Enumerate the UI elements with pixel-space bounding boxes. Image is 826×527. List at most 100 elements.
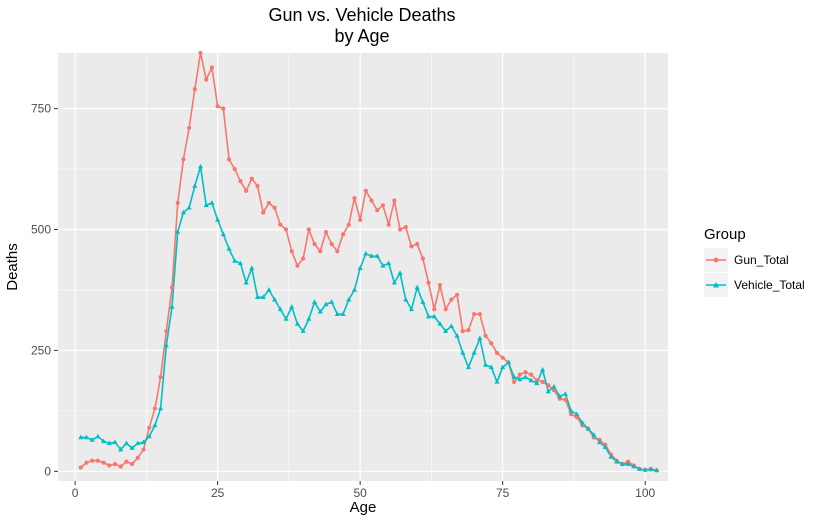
data-point-vehicle-total xyxy=(517,376,523,382)
data-point-gun-total xyxy=(483,333,488,339)
data-point-vehicle-total xyxy=(539,366,546,372)
data-point-gun-total xyxy=(318,249,323,254)
data-point-gun-total xyxy=(152,406,158,411)
data-point-gun-total xyxy=(226,157,232,162)
data-point-vehicle-total xyxy=(545,388,551,394)
data-point-gun-total xyxy=(215,104,220,109)
data-point-gun-total xyxy=(472,312,477,317)
data-point-vehicle-total xyxy=(488,364,494,370)
data-point-vehicle-total xyxy=(631,463,637,469)
data-point-gun-total xyxy=(426,280,431,285)
data-point-gun-total xyxy=(511,379,517,384)
data-point-gun-total xyxy=(563,397,568,402)
data-point-vehicle-total xyxy=(192,183,198,188)
data-point-vehicle-total xyxy=(408,306,415,312)
data-point-gun-total xyxy=(204,77,209,82)
data-point-gun-total xyxy=(500,355,505,360)
data-point-gun-total xyxy=(466,328,471,333)
data-point-gun-total xyxy=(529,372,534,377)
data-point-gun-total xyxy=(449,297,454,302)
data-point-vehicle-total xyxy=(323,301,329,307)
y-tick-label: 0 xyxy=(44,464,51,478)
data-point-vehicle-total xyxy=(146,433,152,439)
data-point-gun-total xyxy=(175,200,180,206)
data-point-vehicle-total xyxy=(266,287,272,292)
data-point-gun-total xyxy=(278,222,283,227)
data-point-vehicle-total xyxy=(283,316,289,321)
data-point-gun-total xyxy=(312,241,317,247)
data-point-gun-total xyxy=(375,208,380,213)
data-point-gun-total xyxy=(198,50,203,56)
data-point-vehicle-total xyxy=(237,260,244,266)
data-point-vehicle-total xyxy=(254,294,261,300)
x-tick-label: 100 xyxy=(635,486,655,500)
data-point-gun-total xyxy=(283,227,289,232)
y-axis-title: Deaths xyxy=(4,243,21,291)
legend-title: Group xyxy=(704,226,746,243)
data-point-vehicle-total xyxy=(414,284,420,290)
data-point-vehicle-total xyxy=(500,364,506,370)
data-point-gun-total xyxy=(164,328,169,334)
data-point-vehicle-total xyxy=(511,374,517,379)
data-point-vehicle-total xyxy=(557,393,563,399)
data-point-vehicle-total xyxy=(448,323,454,329)
data-point-vehicle-total xyxy=(551,383,557,389)
data-point-vehicle-total xyxy=(346,296,352,302)
data-point-vehicle-total xyxy=(129,445,135,450)
y-tick-label: 250 xyxy=(31,343,51,357)
data-point-vehicle-total xyxy=(386,260,392,266)
data-point-vehicle-total xyxy=(579,420,586,425)
data-point-vehicle-total xyxy=(608,454,614,459)
data-point-gun-total xyxy=(244,188,249,193)
legend: Group Gun_Total Vehicle_Total xyxy=(704,226,805,297)
data-point-vehicle-total xyxy=(78,434,84,440)
data-point-gun-total xyxy=(118,464,123,469)
data-point-gun-total xyxy=(130,461,135,467)
data-point-vehicle-total xyxy=(197,163,204,169)
data-point-gun-total xyxy=(181,157,186,162)
data-point-gun-total xyxy=(158,374,163,380)
data-point-vehicle-total xyxy=(334,311,340,316)
data-point-gun-total xyxy=(517,372,522,377)
data-point-gun-total xyxy=(124,459,129,464)
data-point-vehicle-total xyxy=(568,408,574,413)
data-point-vehicle-total xyxy=(443,328,449,333)
data-point-vehicle-total xyxy=(180,209,187,215)
data-point-gun-total xyxy=(135,455,140,460)
x-tick-label: 25 xyxy=(211,486,225,500)
data-point-gun-total xyxy=(295,263,300,268)
data-point-vehicle-total xyxy=(591,432,597,437)
data-point-gun-total xyxy=(432,307,437,312)
data-point-vehicle-total xyxy=(140,439,147,445)
data-point-gun-total xyxy=(380,203,386,208)
data-point-vehicle-total xyxy=(95,433,101,439)
data-point-vehicle-total xyxy=(158,405,164,411)
x-tick-label: 50 xyxy=(353,486,367,500)
data-point-gun-total xyxy=(397,227,403,232)
data-point-vehicle-total xyxy=(596,439,603,445)
data-point-vehicle-total xyxy=(169,304,175,309)
data-point-gun-total xyxy=(238,179,243,184)
data-point-vehicle-total xyxy=(562,391,568,396)
data-point-gun-total xyxy=(403,225,408,230)
axis-ticks: 0 25 50 75 100 0 250 500 750 xyxy=(31,102,656,500)
data-point-vehicle-total xyxy=(232,258,238,263)
data-point-gun-total xyxy=(112,461,118,467)
data-point-vehicle-total xyxy=(215,217,221,222)
data-point-gun-total xyxy=(363,188,368,193)
data-point-gun-total xyxy=(415,241,420,247)
data-point-vehicle-total xyxy=(123,440,130,446)
legend-label-gun: Gun_Total xyxy=(734,253,789,267)
legend-vehicle-marker xyxy=(713,282,719,288)
data-point-vehicle-total xyxy=(619,461,625,466)
data-point-vehicle-total xyxy=(368,253,375,258)
data-point-vehicle-total xyxy=(653,467,660,473)
data-point-gun-total xyxy=(272,205,277,210)
y-tick-label: 500 xyxy=(31,223,51,237)
data-point-gun-total xyxy=(261,210,266,215)
data-point-vehicle-total xyxy=(648,466,654,472)
data-point-vehicle-total xyxy=(89,437,95,442)
data-point-vehicle-total xyxy=(226,246,232,251)
data-point-vehicle-total xyxy=(106,440,112,446)
